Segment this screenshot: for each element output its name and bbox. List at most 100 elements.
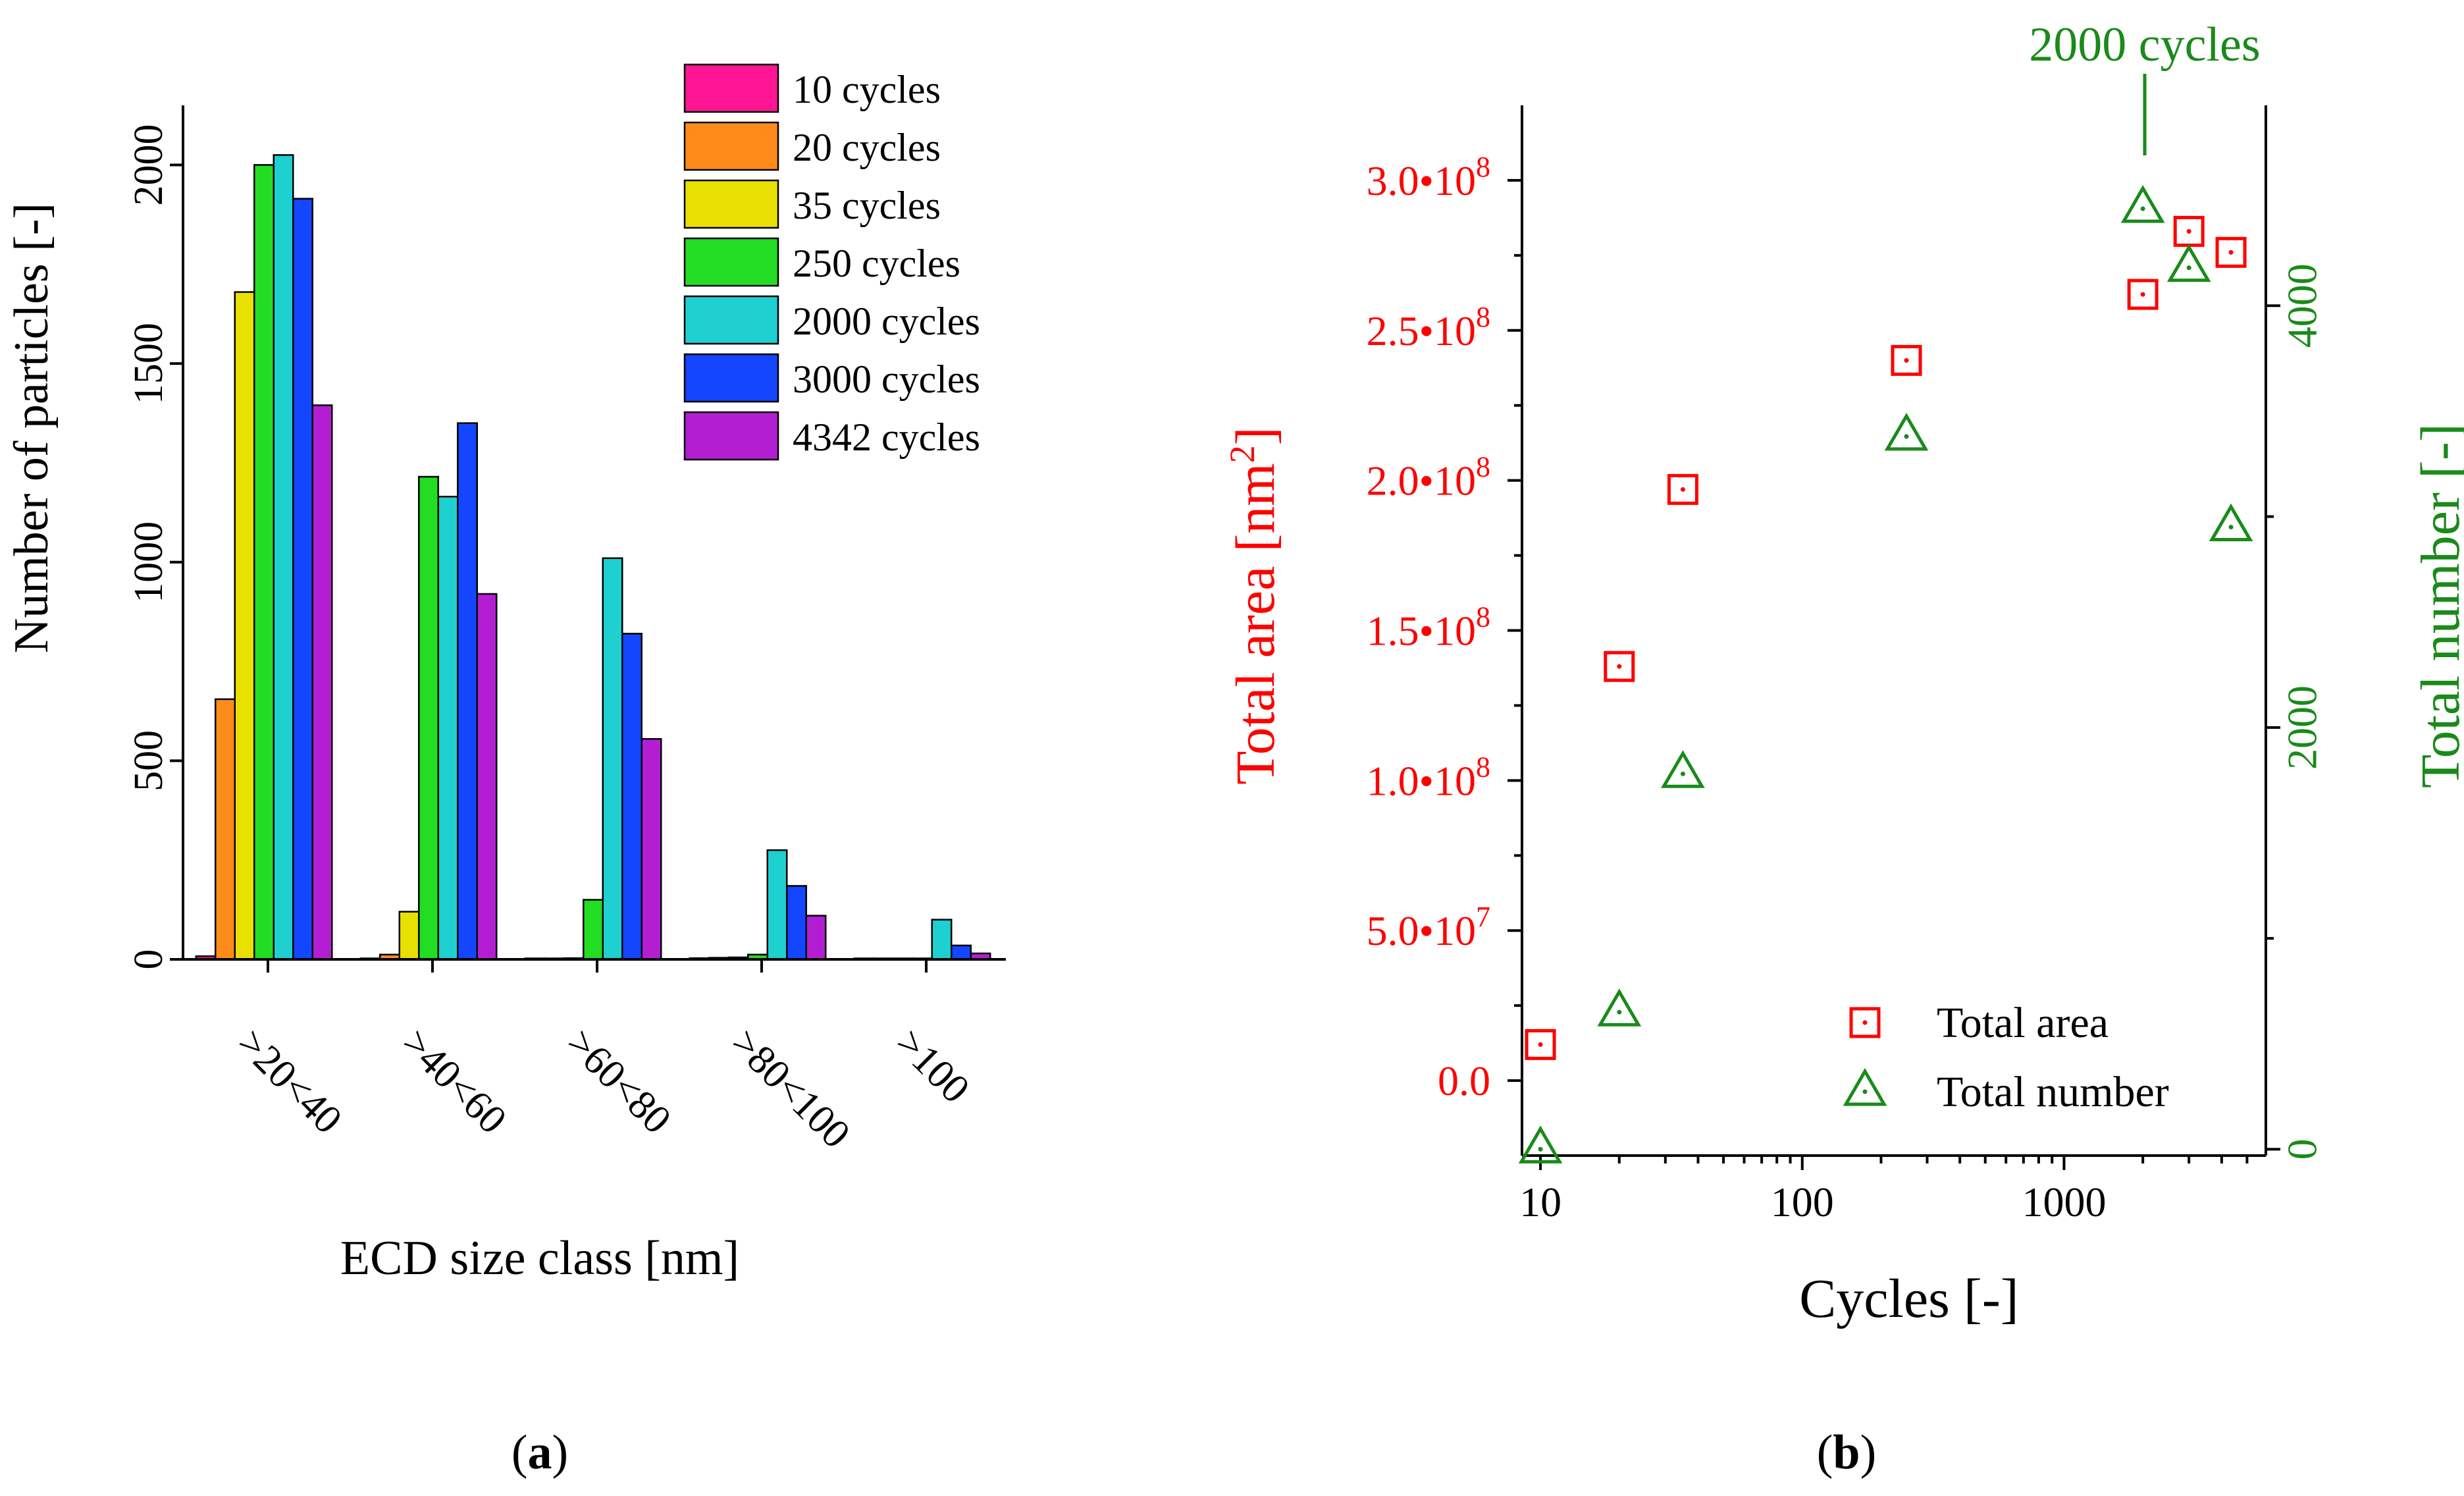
bar-35-cycles-20-40 xyxy=(234,291,255,961)
bar-3000-cycles-100 xyxy=(951,944,972,961)
marker-center-dot xyxy=(1904,358,1909,363)
triangle-marker xyxy=(2120,184,2165,223)
marker-center-dot xyxy=(1617,664,1622,669)
area-point-250-cycles xyxy=(1891,344,1922,376)
right-y-axis-label: Total number [-] xyxy=(2410,423,2464,788)
panel-b-scatter-chart: 10 100 1000 0.0 5.0•107 1.0•108 1.5•108 2.0•10… xyxy=(1222,18,2464,1480)
legend-label-4342-cycles: 4342 cycles xyxy=(793,415,980,459)
y-axis-label: Number of particles [-] xyxy=(5,203,59,653)
scatter-points xyxy=(1518,184,2253,1163)
left-y-axis-ticks: 0.0 5.0•107 1.0•108 1.5•108 2.0•108 2.5•108 3.… xyxy=(1367,151,1522,1104)
x-tick-label: >20<40 xyxy=(228,1021,350,1142)
square-marker xyxy=(2215,236,2247,268)
marker-center-dot xyxy=(2228,525,2234,530)
x-tick-label: 100 xyxy=(1771,1179,1834,1225)
triangle-marker xyxy=(1884,412,1929,451)
marker-center-dot xyxy=(1862,1089,1868,1094)
bar-2000-cycles-20-40 xyxy=(273,154,294,961)
bar-2000-cycles-60-80 xyxy=(602,557,623,961)
x-tick-label: >100 xyxy=(887,1021,978,1112)
triangle-marker xyxy=(1597,988,1642,1027)
x-tick-label: 10 xyxy=(1519,1179,1561,1225)
left-y-tick-label: 2.0•108 xyxy=(1367,451,1490,504)
legend-label-250-cycles: 250 cycles xyxy=(793,242,960,285)
bar-250-cycles-40-60 xyxy=(418,475,439,961)
number-point-20-cycles xyxy=(1597,988,1642,1027)
legend-marker-total-area xyxy=(1849,1007,1881,1038)
number-point-35-cycles xyxy=(1661,750,1705,788)
right-y-tick-label: 4000 xyxy=(2279,263,2326,348)
y-tick-label: 0 xyxy=(126,949,171,970)
square-marker xyxy=(1604,651,1635,682)
panel-label-a: (a) xyxy=(511,1426,568,1480)
left-y-tick-label: 2.5•108 xyxy=(1367,301,1490,354)
triangle-marker xyxy=(2166,244,2211,282)
marker-center-dot xyxy=(2140,206,2145,211)
number-point-2000-cycles xyxy=(2120,184,2165,223)
legend: 10 cycles 20 cycles 35 cycles 250 cycles 200… xyxy=(683,63,980,461)
bar-3000-cycles-60-80 xyxy=(621,633,642,961)
triangle-marker xyxy=(1843,1068,1887,1106)
panel-b-axes xyxy=(1521,105,2267,1157)
triangle-marker xyxy=(1661,750,1705,788)
marker-center-dot xyxy=(1904,434,1909,439)
x-tick-label: >40<60 xyxy=(393,1021,515,1142)
area-point-2000-cycles xyxy=(2127,279,2159,310)
x-axis-label-cycles: Cycles [-] xyxy=(1799,1268,2019,1329)
x-tick-label: 1000 xyxy=(2022,1179,2106,1225)
marker-center-dot xyxy=(1680,771,1685,776)
marker-center-dot xyxy=(2186,265,2191,271)
right-y-tick-label: 2000 xyxy=(2279,685,2326,770)
legend-swatch-10-cycles xyxy=(683,63,779,113)
bar-4342-cycles-60-80 xyxy=(641,737,662,961)
legend-label-total-number: Total number xyxy=(1937,1068,2169,1116)
marker-center-dot xyxy=(1538,1042,1543,1047)
marker-center-dot xyxy=(1680,487,1685,492)
x-tick-label: >60<80 xyxy=(558,1021,679,1142)
bar-2000-cycles-100 xyxy=(931,919,953,961)
number-point-250-cycles xyxy=(1884,412,1929,451)
number-point-4342-cycles xyxy=(2209,503,2253,542)
legend-marker-total-number xyxy=(1843,1068,1887,1106)
left-y-tick-label: 1.0•108 xyxy=(1367,751,1490,804)
legend-swatch-4342-cycles xyxy=(683,411,779,461)
number-point-3000-cycles xyxy=(2166,244,2211,282)
marker-center-dot xyxy=(2140,292,2145,297)
x-tick-label: >80<100 xyxy=(722,1021,858,1157)
left-y-tick-label: 3.0•108 xyxy=(1367,151,1490,204)
square-marker xyxy=(2127,279,2159,310)
left-y-axis-label: Total area [nm2] xyxy=(1222,427,1286,785)
scatter-legend: Total area Total number xyxy=(1843,999,2169,1116)
legend-swatch-250-cycles xyxy=(683,237,779,287)
marker-center-dot xyxy=(2186,228,2191,234)
marker-center-dot xyxy=(1617,1009,1622,1015)
bar-series-group xyxy=(195,154,991,961)
bar-3000-cycles-40-60 xyxy=(457,422,478,961)
y-tick-label: 1000 xyxy=(126,521,171,603)
bar-35-cycles-40-60 xyxy=(398,911,420,961)
panel-label-b: (b) xyxy=(1817,1426,1876,1480)
area-point-20-cycles xyxy=(1604,651,1635,682)
bar-250-cycles-20-40 xyxy=(253,164,275,961)
panel-a-axes xyxy=(182,105,1006,961)
x-axis-ticks-log: 10 100 1000 xyxy=(1519,1156,2249,1225)
x-axis-ticks: >20<40 >40<60 >60<80 >80<100 >100 xyxy=(228,959,978,1157)
annotation-2000-cycles: 2000 cycles xyxy=(2029,18,2260,72)
bar-3000-cycles-80-100 xyxy=(786,885,807,961)
bar-250-cycles-60-80 xyxy=(583,899,604,961)
legend-label-total-area: Total area xyxy=(1937,999,2109,1047)
y-tick-label: 1500 xyxy=(126,323,171,404)
area-point-10-cycles xyxy=(1525,1028,1556,1060)
bar-20-cycles-20-40 xyxy=(215,698,236,961)
bar-4342-cycles-20-40 xyxy=(311,404,333,961)
area-point-3000-cycles xyxy=(2173,215,2205,247)
area-point-4342-cycles xyxy=(2215,236,2247,268)
square-marker xyxy=(1891,344,1922,376)
legend-label-3000-cycles: 3000 cycles xyxy=(793,358,980,401)
panel-a-bar-chart: 0 500 1000 1500 2000 >20<40 >40<60 >60<80 >80<1… xyxy=(5,63,1006,1480)
area-point-35-cycles xyxy=(1667,473,1698,505)
right-y-axis-ticks: 0 2000 4000 xyxy=(2266,263,2326,1160)
y-tick-label: 500 xyxy=(126,730,171,791)
marker-center-dot xyxy=(1538,1146,1543,1152)
left-y-tick-label: 1.5•108 xyxy=(1367,601,1490,654)
